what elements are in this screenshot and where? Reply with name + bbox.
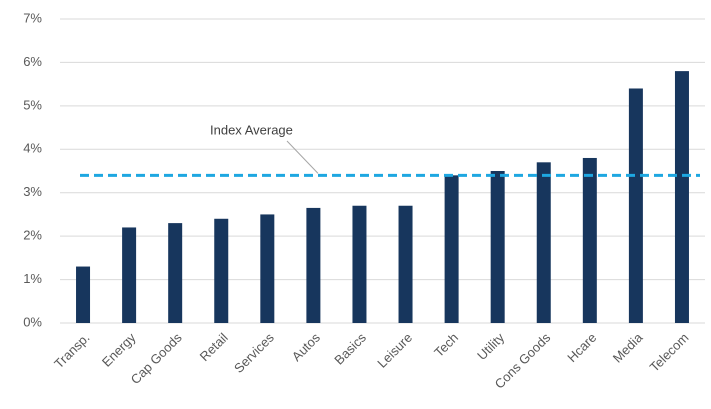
y-tick-label: 7% — [23, 10, 42, 25]
x-tick-label: Services — [231, 330, 277, 376]
y-tick-label: 1% — [23, 271, 42, 286]
x-tick-label: Leisure — [374, 330, 415, 371]
y-tick-label: 3% — [23, 184, 42, 199]
bar — [306, 207, 321, 323]
y-tick-label: 6% — [23, 54, 42, 69]
bar — [352, 205, 367, 323]
y-tick-label: 4% — [23, 141, 42, 156]
bar — [490, 171, 505, 323]
bar — [444, 175, 459, 323]
bar — [536, 162, 551, 323]
x-tick-label: Telecom — [647, 330, 692, 375]
x-tick-label: Retail — [197, 330, 231, 364]
x-tick-label: Autos — [289, 330, 323, 364]
x-tick-label: Basics — [331, 330, 369, 368]
y-tick-label: 0% — [23, 314, 42, 329]
bar — [260, 214, 275, 323]
bar — [122, 227, 137, 323]
x-tick-label: Media — [610, 329, 646, 365]
bar — [628, 88, 643, 323]
bar — [398, 205, 413, 323]
x-tick-label: Tech — [431, 330, 461, 360]
y-tick-label: 5% — [23, 97, 42, 112]
x-tick-label: Utility — [474, 330, 507, 363]
x-tick-label: Hcare — [564, 330, 599, 365]
y-tick-label: 2% — [23, 228, 42, 243]
bar — [582, 157, 597, 323]
bar — [76, 266, 91, 323]
bar — [214, 218, 229, 323]
annotation-leader — [286, 140, 319, 174]
bar — [674, 71, 689, 323]
annotation: Index Average — [210, 122, 293, 137]
x-tick-label: Transp. — [51, 330, 92, 371]
bar — [168, 223, 183, 323]
x-tick-label: Energy — [99, 330, 139, 370]
